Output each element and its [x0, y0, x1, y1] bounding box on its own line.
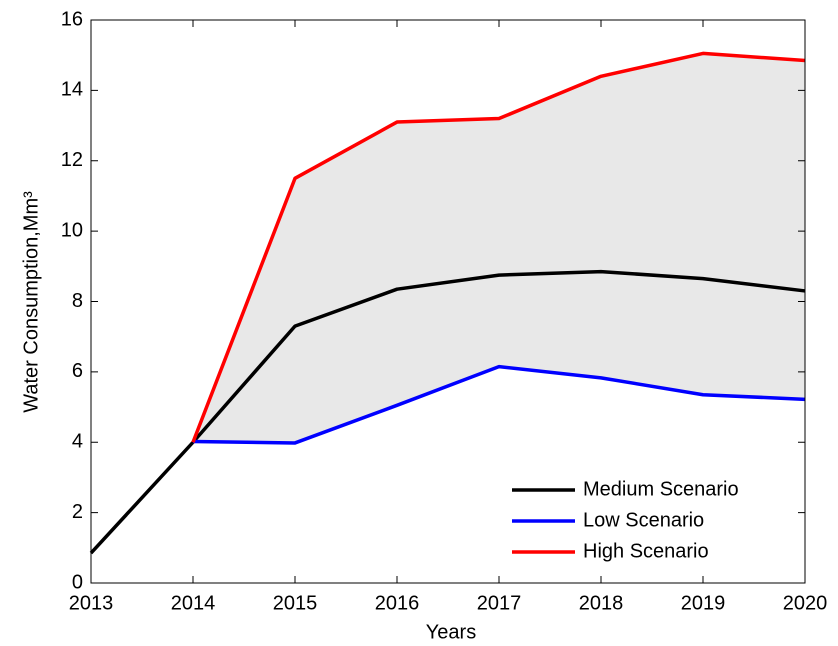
series-line: [192, 364, 806, 445]
x-tick-label: 2017: [477, 592, 522, 614]
legend-label: High Scenario: [583, 540, 709, 562]
y-tick-label: 0: [72, 571, 83, 593]
x-tick-label: 2019: [681, 592, 726, 614]
x-tick-label: 2018: [579, 592, 624, 614]
y-tick-label: 4: [72, 431, 83, 453]
legend-label: Low Scenario: [583, 509, 704, 531]
series-line: [191, 51, 806, 443]
y-tick-label: 10: [61, 219, 83, 241]
y-tick-label: 16: [61, 8, 83, 30]
scenario-band: [193, 53, 805, 443]
x-tick-label: 2013: [69, 592, 114, 614]
x-tick-label: 2016: [375, 592, 420, 614]
x-tick-label: 2015: [273, 592, 318, 614]
legend-label: Medium Scenario: [583, 478, 739, 500]
x-tick-label: 2014: [171, 592, 216, 614]
y-tick-label: 14: [61, 79, 83, 101]
x-tick-label: 2020: [783, 592, 828, 614]
y-tick-label: 8: [72, 290, 83, 312]
y-tick-label: 2: [72, 501, 83, 523]
y-tick-label: 6: [72, 360, 83, 382]
x-axis-label: Years: [426, 621, 476, 643]
y-tick-label: 12: [61, 149, 83, 171]
y-axis-label: Water Consumption,Mm³: [20, 191, 42, 413]
series-line: [89, 269, 806, 555]
